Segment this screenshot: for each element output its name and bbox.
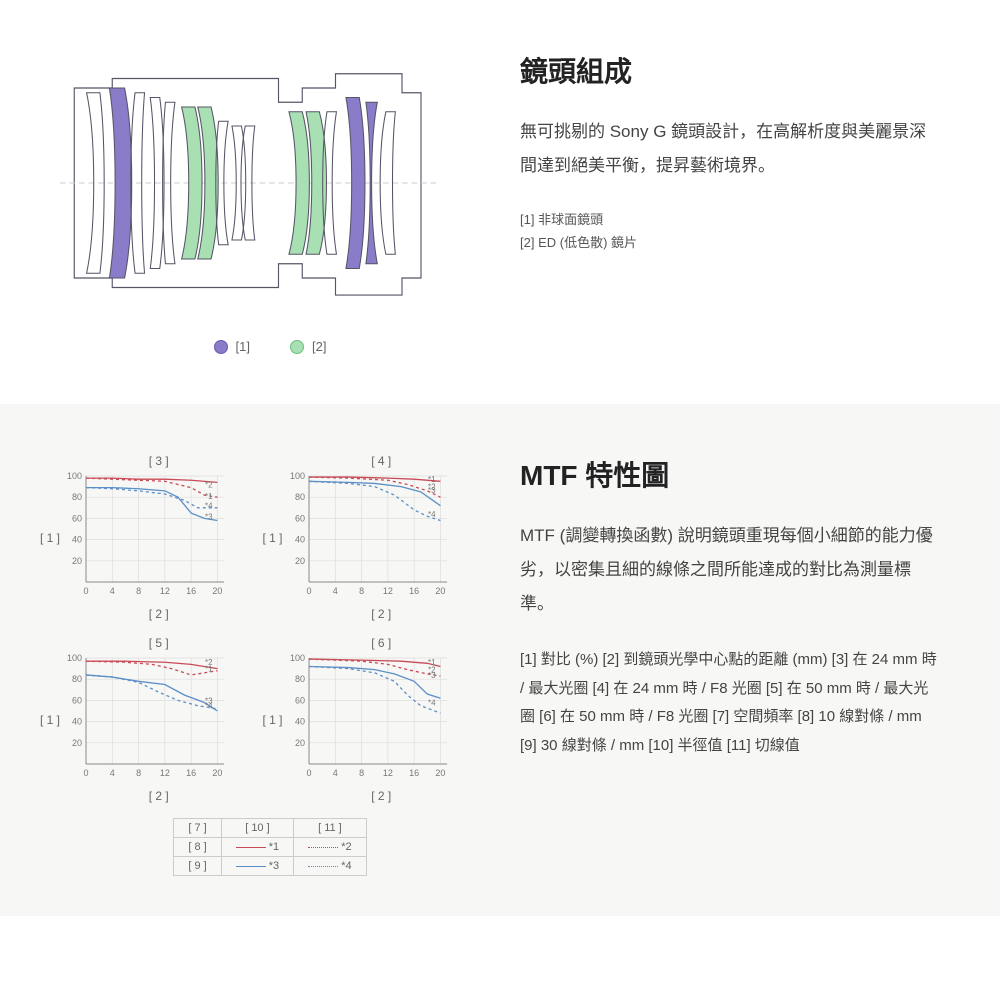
svg-text:*3: *3 bbox=[428, 486, 436, 495]
chart-svg: 20406080100048121620*1*2*3*4 bbox=[60, 652, 230, 782]
legend-ed: [2] bbox=[290, 339, 326, 354]
svg-text:20: 20 bbox=[435, 586, 445, 596]
mtf-section: [ 3 ] [ 1 ] 20406080100048121620*1*2*3*4… bbox=[0, 404, 1000, 916]
svg-text:20: 20 bbox=[212, 768, 222, 778]
svg-text:60: 60 bbox=[72, 513, 82, 523]
lens-heading: 鏡頭組成 bbox=[520, 50, 940, 90]
svg-text:4: 4 bbox=[332, 768, 337, 778]
svg-text:80: 80 bbox=[72, 674, 82, 684]
lens-legend: [1] [2] bbox=[60, 339, 480, 354]
svg-text:40: 40 bbox=[72, 717, 82, 727]
svg-text:80: 80 bbox=[294, 674, 304, 684]
legend-label-1: [1] 非球面鏡頭 bbox=[520, 208, 940, 231]
mtf-caption: [1] 對比 (%) [2] 到鏡頭光學中心點的距離 (mm) [3] 在 24… bbox=[520, 646, 940, 760]
lens-diagram-col: [1] [2] bbox=[60, 50, 480, 354]
lens-text-col: 鏡頭組成 無可挑剔的 Sony G 鏡頭設計，在高解析度與美麗景深間達到絕美平衡… bbox=[520, 50, 940, 354]
mtf-chart: [ 6 ] [ 1 ] 20406080100048121620*1*2*3*4… bbox=[283, 636, 481, 803]
svg-text:8: 8 bbox=[359, 768, 364, 778]
mtf-chart: [ 4 ] [ 1 ] 20406080100048121620*1*2*3*4… bbox=[283, 454, 481, 621]
legend-marker-2: [2] bbox=[312, 339, 326, 354]
svg-text:8: 8 bbox=[359, 586, 364, 596]
x-axis-label: [ 2 ] bbox=[283, 607, 481, 621]
mtf-chart: [ 5 ] [ 1 ] 20406080100048121620*1*2*3*4… bbox=[60, 636, 258, 803]
svg-text:8: 8 bbox=[136, 586, 141, 596]
svg-text:4: 4 bbox=[110, 768, 115, 778]
y-axis-label: [ 1 ] bbox=[263, 531, 283, 545]
svg-text:40: 40 bbox=[294, 717, 304, 727]
svg-text:0: 0 bbox=[306, 768, 311, 778]
svg-text:60: 60 bbox=[72, 695, 82, 705]
svg-text:0: 0 bbox=[83, 586, 88, 596]
svg-text:20: 20 bbox=[294, 556, 304, 566]
svg-text:20: 20 bbox=[212, 586, 222, 596]
svg-text:*1: *1 bbox=[205, 492, 213, 501]
svg-text:60: 60 bbox=[294, 695, 304, 705]
svg-text:100: 100 bbox=[67, 471, 82, 481]
legend-label-2: [2] ED (低色散) 鏡片 bbox=[520, 231, 940, 254]
svg-text:20: 20 bbox=[294, 738, 304, 748]
swatch-aspherical bbox=[214, 340, 228, 354]
svg-text:*3: *3 bbox=[205, 512, 213, 521]
svg-text:12: 12 bbox=[382, 586, 392, 596]
svg-text:12: 12 bbox=[160, 768, 170, 778]
chart-svg: 20406080100048121620*1*2*3*4 bbox=[283, 470, 453, 600]
svg-text:40: 40 bbox=[72, 535, 82, 545]
svg-text:0: 0 bbox=[83, 768, 88, 778]
x-axis-label: [ 2 ] bbox=[60, 607, 258, 621]
y-axis-label: [ 1 ] bbox=[263, 713, 283, 727]
svg-text:16: 16 bbox=[409, 586, 419, 596]
svg-text:80: 80 bbox=[294, 492, 304, 502]
svg-text:16: 16 bbox=[186, 768, 196, 778]
svg-text:12: 12 bbox=[160, 586, 170, 596]
legend-marker-1: [1] bbox=[236, 339, 250, 354]
y-axis-label: [ 1 ] bbox=[40, 531, 60, 545]
charts-grid: [ 3 ] [ 1 ] 20406080100048121620*1*2*3*4… bbox=[60, 454, 480, 803]
svg-text:*4: *4 bbox=[205, 702, 213, 711]
x-axis-label: [ 2 ] bbox=[60, 789, 258, 803]
svg-text:100: 100 bbox=[289, 471, 304, 481]
svg-text:8: 8 bbox=[136, 768, 141, 778]
svg-text:100: 100 bbox=[289, 653, 304, 663]
y-axis-label: [ 1 ] bbox=[40, 713, 60, 727]
mtf-chart: [ 3 ] [ 1 ] 20406080100048121620*1*2*3*4… bbox=[60, 454, 258, 621]
chart-svg: 20 40 60 80 100 0 4 8 12 16 20 *1 *2 *3*4 bbox=[60, 470, 230, 600]
chart-title: [ 3 ] bbox=[60, 454, 258, 468]
x-axis-label: [ 2 ] bbox=[283, 789, 481, 803]
svg-text:16: 16 bbox=[186, 586, 196, 596]
svg-text:20: 20 bbox=[435, 768, 445, 778]
svg-text:*4: *4 bbox=[205, 502, 213, 511]
swatch-ed bbox=[290, 340, 304, 354]
lens-construction-section: [1] [2] 鏡頭組成 無可挑剔的 Sony G 鏡頭設計，在高解析度與美麗景… bbox=[0, 0, 1000, 404]
chart-title: [ 5 ] bbox=[60, 636, 258, 650]
chart-title: [ 6 ] bbox=[283, 636, 481, 650]
mtf-text-col: MTF 特性圖 MTF (調變轉換函數) 說明鏡頭重現每個小細節的能力優劣，以密… bbox=[520, 454, 940, 876]
lens-diagram bbox=[60, 50, 440, 316]
mtf-body: MTF (調變轉換函數) 說明鏡頭重現每個小細節的能力優劣，以密集且細的線條之間… bbox=[520, 519, 940, 621]
svg-text:*3: *3 bbox=[428, 671, 436, 680]
svg-text:60: 60 bbox=[294, 513, 304, 523]
svg-text:100: 100 bbox=[67, 653, 82, 663]
svg-text:40: 40 bbox=[294, 535, 304, 545]
mtf-legend-table: [ 7 ][ 10 ][ 11 ][ 8 ] *1 *2[ 9 ] *3 *4 bbox=[173, 818, 366, 876]
mtf-charts-col: [ 3 ] [ 1 ] 20406080100048121620*1*2*3*4… bbox=[60, 454, 480, 876]
svg-text:*2: *2 bbox=[205, 480, 213, 489]
mtf-heading: MTF 特性圖 bbox=[520, 454, 940, 494]
chart-title: [ 4 ] bbox=[283, 454, 481, 468]
chart-svg: 20406080100048121620*1*2*3*4 bbox=[283, 652, 453, 782]
legend-aspherical: [1] bbox=[214, 339, 250, 354]
svg-text:*4: *4 bbox=[428, 699, 436, 708]
svg-text:*2: *2 bbox=[205, 658, 213, 667]
svg-text:12: 12 bbox=[382, 768, 392, 778]
svg-text:0: 0 bbox=[306, 586, 311, 596]
svg-text:20: 20 bbox=[72, 556, 82, 566]
svg-text:80: 80 bbox=[72, 492, 82, 502]
svg-text:20: 20 bbox=[72, 738, 82, 748]
lens-body: 無可挑剔的 Sony G 鏡頭設計，在高解析度與美麗景深間達到絕美平衡，提昇藝術… bbox=[520, 115, 940, 183]
svg-text:4: 4 bbox=[110, 586, 115, 596]
svg-text:4: 4 bbox=[332, 586, 337, 596]
svg-text:16: 16 bbox=[409, 768, 419, 778]
svg-text:*4: *4 bbox=[428, 510, 436, 519]
